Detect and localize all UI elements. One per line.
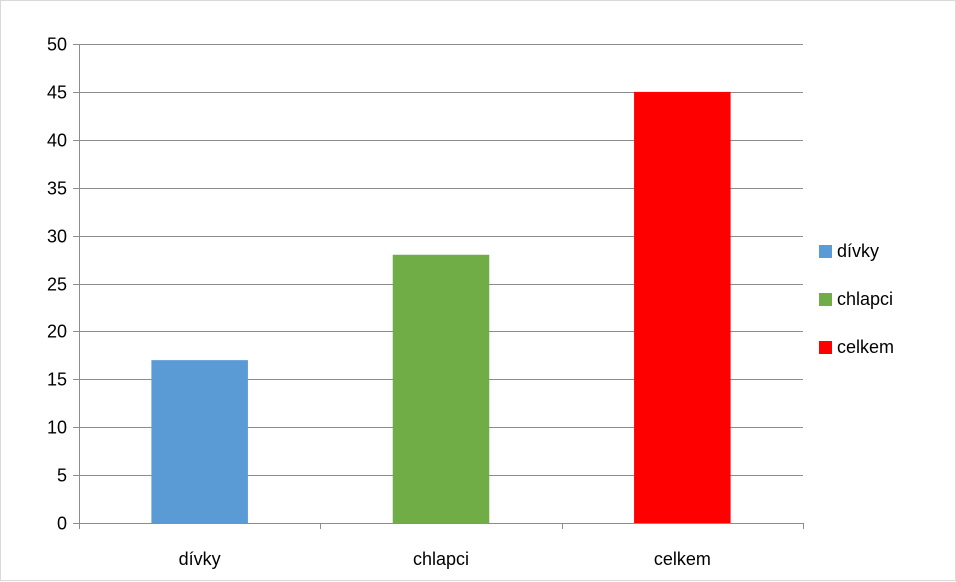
y-axis-tick-labels: 0 5 10 15 20 25 30 35 40 45 50 xyxy=(47,35,67,534)
y-tick-label: 25 xyxy=(47,275,67,295)
y-tick-label: 20 xyxy=(47,322,67,342)
bar-0 xyxy=(151,360,248,523)
y-tick-label: 50 xyxy=(47,35,67,55)
legend-swatch xyxy=(819,341,832,354)
legend-label: chlapci xyxy=(837,289,893,309)
x-category-label: celkem xyxy=(654,549,711,569)
x-axis-category-labels: dívky chlapci celkem xyxy=(179,549,711,569)
y-tick-label: 40 xyxy=(47,131,67,151)
y-tick-label: 45 xyxy=(47,83,67,103)
bar-2 xyxy=(634,92,731,523)
bar-1 xyxy=(393,255,490,523)
y-tick-label: 10 xyxy=(47,418,67,438)
y-tick-label: 30 xyxy=(47,227,67,247)
bars xyxy=(151,92,730,523)
legend-swatch xyxy=(819,245,832,258)
legend-swatch xyxy=(819,293,832,306)
y-tick-label: 15 xyxy=(47,370,67,390)
legend-label: celkem xyxy=(837,337,894,357)
legend-label: dívky xyxy=(837,241,879,261)
y-tick-label: 35 xyxy=(47,179,67,199)
y-tick-label: 0 xyxy=(57,514,67,534)
x-category-label: chlapci xyxy=(413,549,469,569)
x-category-label: dívky xyxy=(179,549,221,569)
legend: dívky chlapci celkem xyxy=(819,241,894,357)
y-tick-label: 5 xyxy=(57,466,67,486)
